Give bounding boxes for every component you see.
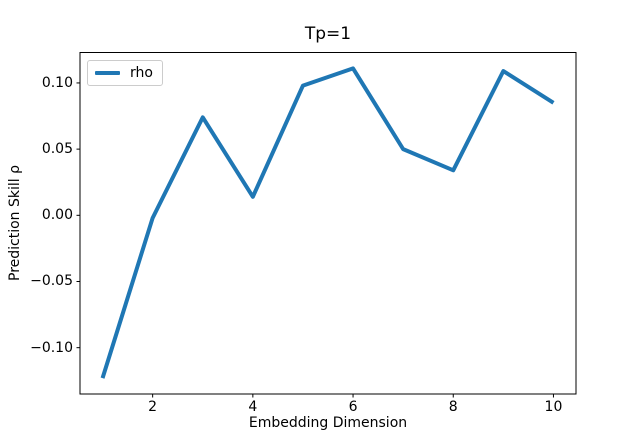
- x-tick-label: 6: [348, 399, 358, 415]
- x-tick-label: 2: [148, 399, 158, 415]
- axes-frame: [79, 52, 577, 395]
- legend-label: rho: [130, 65, 153, 81]
- y-tick-label: −0.10: [30, 339, 73, 356]
- chart-title: Tp=1: [304, 24, 352, 44]
- y-tick-label: 0.05: [41, 141, 73, 158]
- y-tick-label: 0.10: [41, 74, 73, 91]
- y-tick-label: 0.00: [41, 207, 73, 224]
- legend: rho: [87, 60, 163, 86]
- x-tick-label: 10: [544, 399, 563, 415]
- y-tick-label: −0.05: [30, 273, 73, 290]
- x-tick-label: 4: [248, 399, 258, 415]
- data-line-rho: [100, 66, 555, 379]
- legend-line-icon: [95, 71, 120, 75]
- x-tick-label: 8: [448, 399, 458, 415]
- x-axis-label: Embedding Dimension: [248, 415, 408, 431]
